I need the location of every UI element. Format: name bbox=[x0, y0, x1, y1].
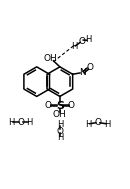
Text: H: H bbox=[71, 42, 77, 51]
Text: O: O bbox=[56, 127, 63, 136]
Text: O: O bbox=[17, 118, 24, 127]
Text: O: O bbox=[94, 118, 101, 127]
Text: OH: OH bbox=[43, 54, 57, 63]
Text: H: H bbox=[57, 133, 63, 142]
Text: O: O bbox=[45, 101, 52, 110]
Text: H: H bbox=[104, 120, 111, 129]
Text: N: N bbox=[79, 68, 86, 77]
Text: H: H bbox=[85, 120, 91, 129]
Text: S: S bbox=[56, 101, 64, 111]
Text: H: H bbox=[57, 120, 63, 129]
Text: OH: OH bbox=[53, 110, 67, 119]
Text: O: O bbox=[68, 101, 75, 110]
Text: H: H bbox=[26, 118, 33, 127]
Text: O: O bbox=[78, 37, 85, 46]
Text: H: H bbox=[85, 35, 91, 44]
Text: H: H bbox=[8, 118, 14, 127]
Text: O: O bbox=[87, 63, 93, 72]
